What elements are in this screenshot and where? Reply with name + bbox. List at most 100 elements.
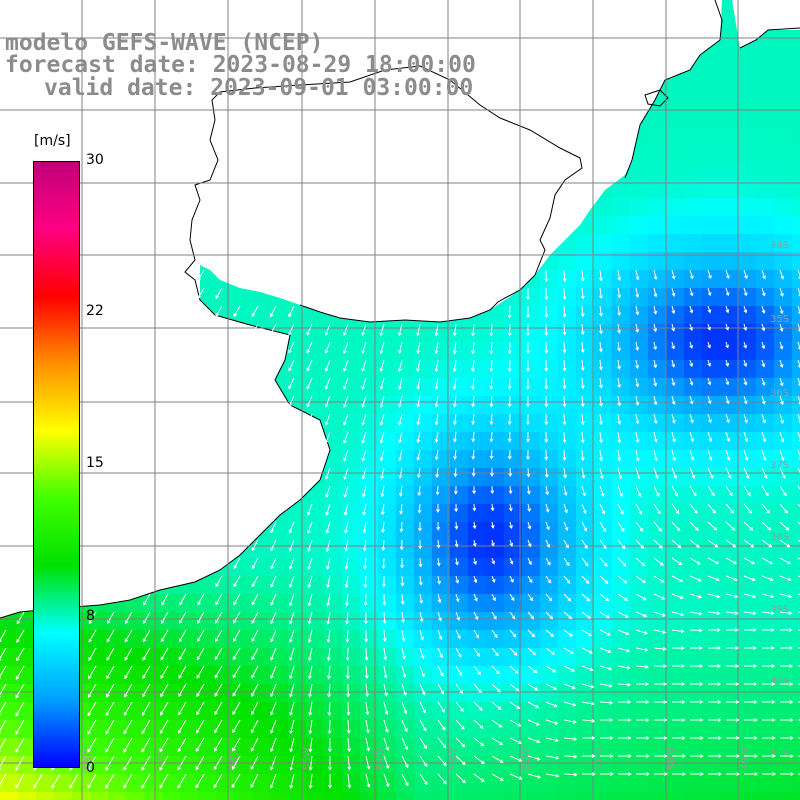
wind-arrow-head xyxy=(645,682,650,686)
wind-arrow xyxy=(328,701,331,716)
wind-arrow-head xyxy=(735,700,740,704)
wind-arrow xyxy=(490,341,493,354)
wind-arrow-head xyxy=(525,438,530,443)
wind-arrow xyxy=(635,539,644,549)
wind-arrow-head xyxy=(491,542,495,547)
wind-arrow xyxy=(346,629,349,642)
wind-arrow xyxy=(653,269,657,280)
wind-arrow-head xyxy=(440,690,445,695)
wind-arrow-head xyxy=(571,685,576,690)
wind-arrow xyxy=(398,341,403,354)
wind-arrow-head xyxy=(635,311,640,316)
wind-arrow xyxy=(215,305,223,317)
wind-arrow xyxy=(455,647,462,658)
wind-arrow-head xyxy=(422,727,427,732)
wind-arrow-head xyxy=(788,611,793,616)
wind-arrow xyxy=(473,701,483,711)
wind-arrow-head xyxy=(544,314,549,319)
wind-arrow-head xyxy=(288,547,293,552)
wind-arrow-head xyxy=(678,561,683,566)
wind-arrow-head xyxy=(536,739,541,744)
wind-arrow xyxy=(671,503,680,514)
wind-arrow xyxy=(472,431,475,442)
wind-arrow xyxy=(308,593,313,606)
wind-arrow-head xyxy=(215,295,219,300)
colorbar-tick-label: 22 xyxy=(86,303,104,319)
wind-arrow-head xyxy=(383,656,388,661)
wind-arrow-head xyxy=(725,326,730,331)
wind-arrow-head xyxy=(582,492,586,497)
wind-arrow-head xyxy=(379,332,384,337)
wind-arrow-head xyxy=(325,529,330,534)
wind-arrow-head xyxy=(798,402,800,405)
wind-arrow-head xyxy=(213,784,218,789)
wind-arrow-head xyxy=(177,748,182,753)
wind-arrow-head xyxy=(718,754,723,758)
wind-arrow-head xyxy=(397,403,402,408)
wind-arrow xyxy=(581,539,588,549)
wind-arrow-head xyxy=(599,366,603,371)
wind-arrow xyxy=(250,755,259,770)
wind-arrow-head xyxy=(580,403,585,408)
wind-arrow xyxy=(617,269,621,281)
wind-arrow-head xyxy=(544,439,549,443)
wind-arrow-head xyxy=(215,601,219,606)
wind-arrow xyxy=(491,701,502,710)
wind-arrow xyxy=(725,449,730,461)
wind-arrow xyxy=(435,395,439,407)
wind-arrow xyxy=(306,341,313,353)
wind-arrow-head xyxy=(642,596,647,601)
wind-arrow-head xyxy=(489,368,494,373)
wind-arrow-head xyxy=(671,401,676,406)
wind-arrow xyxy=(509,611,516,619)
wind-arrow-head xyxy=(544,456,549,461)
wind-arrow xyxy=(343,449,349,461)
wind-arrow xyxy=(270,773,277,788)
wind-arrow-head xyxy=(442,744,447,749)
wind-arrow xyxy=(599,575,609,584)
wind-arrow-head xyxy=(250,747,255,752)
wind-arrow xyxy=(545,557,551,566)
wind-arrow xyxy=(347,755,350,770)
wind-arrow-head xyxy=(527,508,532,513)
wind-arrow xyxy=(527,629,535,638)
wind-arrow xyxy=(725,413,730,423)
wind-arrow-head xyxy=(384,692,388,697)
wind-arrow xyxy=(346,593,349,606)
wind-arrow xyxy=(159,773,169,789)
wind-arrow xyxy=(380,413,385,426)
wind-arrow-head xyxy=(663,736,668,740)
wind-arrow-head xyxy=(749,526,754,531)
wind-arrow-head xyxy=(307,602,312,607)
wind-arrow-head xyxy=(178,730,182,734)
wind-arrow-head xyxy=(730,509,735,514)
wind-arrow-head xyxy=(754,754,759,758)
wind-arrow-head xyxy=(671,345,676,350)
wind-arrow xyxy=(490,323,493,336)
wind-arrow xyxy=(417,377,421,390)
wind-arrow xyxy=(178,719,187,734)
wind-arrow xyxy=(581,467,585,479)
wind-arrow xyxy=(671,557,682,566)
wind-arrow-head xyxy=(606,632,611,636)
longitude-label: 56W xyxy=(229,747,240,770)
wind-arrow xyxy=(743,521,753,531)
wind-arrow-head xyxy=(88,675,92,680)
wind-arrow xyxy=(599,521,606,532)
wind-arrow-head xyxy=(790,772,795,776)
wind-arrow-head xyxy=(196,729,200,734)
wind-arrow xyxy=(472,341,475,354)
wind-arrow-head xyxy=(308,712,313,717)
wind-arrow-head xyxy=(306,403,311,408)
wind-arrow-head xyxy=(585,580,590,585)
wind-arrow-head xyxy=(550,633,555,638)
wind-arrow-head xyxy=(536,756,541,761)
wind-arrow-head xyxy=(617,439,622,444)
wind-arrow-head xyxy=(361,421,366,426)
wind-arrow-head xyxy=(416,456,421,461)
wind-arrow xyxy=(617,485,623,497)
wind-arrow-head xyxy=(327,785,332,789)
wind-arrow-head xyxy=(562,278,567,283)
wind-arrow xyxy=(635,413,639,424)
